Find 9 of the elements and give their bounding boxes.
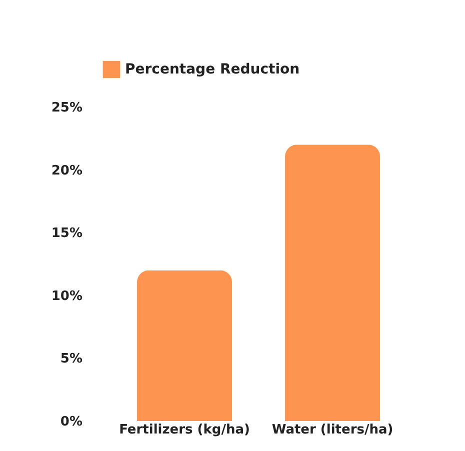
y-tick-label: 5% xyxy=(60,352,82,367)
legend-label: Percentage Reduction xyxy=(125,62,300,78)
x-tick-label: Water (liters/ha) xyxy=(272,422,394,438)
y-tick-label: 20% xyxy=(51,163,82,178)
y-tick-label: 10% xyxy=(51,288,82,304)
y-tick-label: 15% xyxy=(51,226,82,242)
y-tick-label: 0% xyxy=(60,414,82,430)
y-tick-label: 25% xyxy=(51,100,82,116)
x-tick-label: Fertilizers (kg/ha) xyxy=(119,422,250,438)
